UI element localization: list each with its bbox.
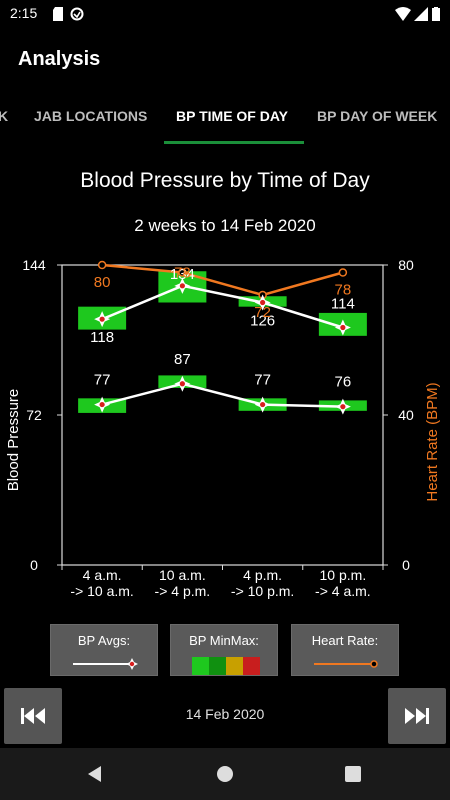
tab-jab-locations[interactable]: JAB LOCATIONS (34, 108, 148, 124)
heart-rate-legend-button[interactable]: Heart Rate: (291, 624, 399, 676)
systolic-avg-point-center (179, 283, 185, 289)
diastolic-avg-point-center (260, 401, 266, 408)
bp-minmax-legend-label: BP MinMax: (189, 633, 259, 648)
back-icon[interactable] (86, 765, 104, 783)
x-tick-label: 10 p.m. (320, 567, 367, 583)
diastolic-avg-label: 77 (254, 372, 271, 389)
chart-subtitle: 2 weeks to 14 Feb 2020 (134, 216, 315, 235)
systolic-avg-label: 118 (90, 329, 114, 346)
heart-rate-label: 72 (254, 304, 271, 321)
systolic-avg-point-center (340, 324, 346, 331)
systolic-avg-point-center (260, 299, 266, 306)
bp-minmax-legend-button[interactable]: BP MinMax: (170, 624, 278, 676)
systolic-avg-point-center (99, 316, 105, 322)
home-icon[interactable] (216, 765, 234, 783)
systolic-avg-label: 126 (250, 313, 275, 330)
wifi-icon (395, 7, 411, 21)
y-tick-label: 144 (22, 257, 46, 273)
diastolic-avg-label: 77 (94, 372, 111, 389)
next-period-button[interactable] (388, 688, 446, 744)
diastolic-avg-point-center (179, 381, 185, 387)
minmax-swatches-icon (192, 657, 260, 675)
x-tick-label: -> 4 p.m. (155, 583, 211, 599)
y2-axis-label: Heart Rate (BPM) (424, 382, 441, 501)
x-tick-label: -> 4 a.m. (315, 583, 371, 599)
y2-tick-label: 0 (402, 557, 410, 573)
x-tick-label: 4 p.m. (243, 567, 282, 583)
bp-avgs-legend-button[interactable]: BP Avgs: (50, 624, 158, 676)
page-title: Analysis (18, 48, 101, 70)
heart-rate-label: 80 (94, 274, 111, 291)
diastolic-avg-point-center (340, 404, 346, 410)
diastolic-avg-label: 87 (174, 351, 191, 368)
skip-next-icon (405, 708, 429, 724)
diastolic-avg-point-center (99, 401, 105, 408)
y-tick-label: 72 (26, 407, 42, 423)
systolic-avg-line (101, 284, 344, 329)
systolic-avg-label: 114 (331, 296, 355, 313)
signal-icon (414, 7, 428, 21)
bp-chart: Blood Pressure by Time of Day 2 weeks to… (0, 150, 450, 620)
heart-rate-legend-label: Heart Rate: (311, 633, 379, 648)
heart-rate-point (97, 260, 107, 270)
status-time: 2:15 (10, 5, 38, 21)
heart-rate-line-icon (314, 660, 378, 668)
sync-icon (70, 7, 84, 21)
diastolic-avg-line (101, 382, 343, 408)
skip-previous-icon (21, 708, 45, 724)
system-navigation-bar (0, 748, 450, 800)
tab-bar: K JAB LOCATIONS BP TIME OF DAY BP DAY OF… (0, 92, 450, 144)
heart-rate-label: 78 (335, 282, 352, 299)
previous-period-button[interactable] (4, 688, 62, 744)
battery-icon (432, 7, 440, 21)
status-bar: 2:15 (0, 0, 450, 28)
x-tick-label: 4 a.m. (83, 567, 122, 583)
y-axis-label: Blood Pressure (5, 389, 22, 492)
x-tick-label: -> 10 a.m. (70, 583, 133, 599)
heart-rate-point (338, 268, 348, 277)
y-tick-label: 0 (30, 557, 38, 573)
chart-title: Blood Pressure by Time of Day (80, 169, 370, 192)
heart-rate-label: 78 (174, 265, 191, 282)
recents-icon[interactable] (345, 766, 361, 782)
bp-avgs-legend-label: BP Avgs: (77, 633, 131, 648)
y2-tick-label: 40 (398, 407, 414, 423)
x-tick-label: -> 10 p.m. (231, 583, 294, 599)
y2-tick-label: 80 (398, 257, 414, 273)
app-bar: Analysis (0, 28, 450, 92)
bp-chart-svg: Blood Pressure by Time of Day 2 weeks to… (5, 169, 441, 599)
heart-rate-line (102, 263, 344, 297)
sd-card-icon (53, 7, 63, 21)
tab-bp-time-of-day[interactable]: BP TIME OF DAY (176, 108, 289, 124)
current-date-label: 14 Feb 2020 (185, 706, 265, 722)
systolic-avg-label: 134 (170, 266, 195, 283)
tab-bp-day-of-week[interactable]: BP DAY OF WEEK (317, 108, 438, 124)
diastolic-avg-label: 76 (335, 374, 352, 391)
active-tab-indicator (164, 141, 304, 144)
avg-line-icon (73, 658, 138, 670)
heart-rate-point (178, 268, 187, 277)
x-tick-label: 10 a.m. (159, 567, 206, 583)
tab-partial[interactable]: K (0, 108, 9, 124)
